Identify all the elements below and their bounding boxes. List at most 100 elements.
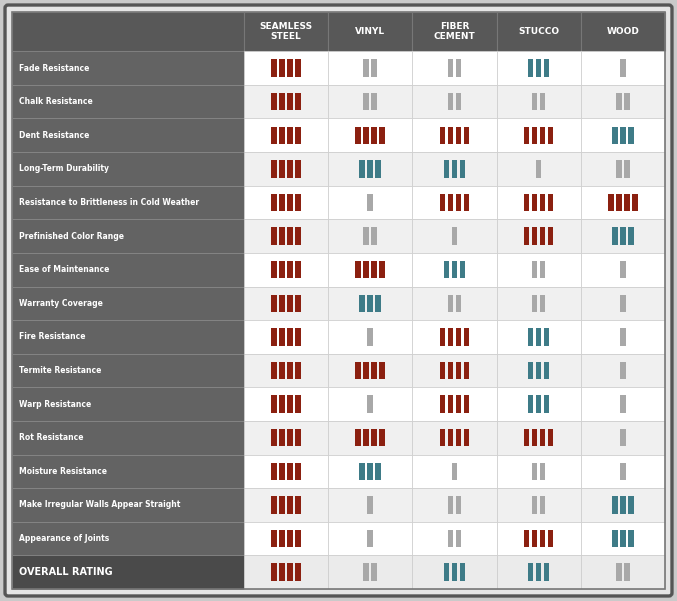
Bar: [368, 463, 373, 480]
Bar: [581, 51, 665, 85]
Text: VINYL: VINYL: [355, 27, 385, 36]
Bar: [328, 454, 412, 488]
Bar: [12, 522, 244, 555]
Bar: [620, 328, 626, 346]
Bar: [464, 194, 469, 211]
Bar: [12, 51, 244, 85]
Bar: [328, 387, 412, 421]
Bar: [279, 395, 285, 413]
Text: FIBER
CEMENT: FIBER CEMENT: [433, 22, 475, 41]
Bar: [581, 354, 665, 387]
Text: Resistance to Brittleness in Cold Weather: Resistance to Brittleness in Cold Weathe…: [19, 198, 199, 207]
Bar: [295, 127, 301, 144]
Bar: [279, 59, 285, 77]
Bar: [271, 227, 277, 245]
Bar: [295, 160, 301, 178]
Bar: [372, 429, 377, 447]
Bar: [456, 93, 461, 111]
Bar: [581, 118, 665, 152]
Text: Make Irregular Walls Appear Straight: Make Irregular Walls Appear Straight: [19, 501, 180, 510]
Bar: [271, 395, 277, 413]
Bar: [496, 387, 581, 421]
Bar: [452, 564, 457, 581]
Bar: [456, 127, 461, 144]
Bar: [612, 227, 617, 245]
Bar: [532, 530, 538, 548]
Bar: [271, 564, 277, 581]
Bar: [456, 362, 461, 379]
Text: SEAMLESS
STEEL: SEAMLESS STEEL: [259, 22, 313, 41]
Bar: [464, 127, 469, 144]
Bar: [279, 227, 285, 245]
Bar: [359, 463, 365, 480]
Bar: [496, 287, 581, 320]
Bar: [443, 564, 449, 581]
Bar: [452, 261, 457, 278]
Bar: [244, 522, 328, 555]
Bar: [279, 530, 285, 548]
Bar: [372, 93, 377, 111]
Bar: [496, 354, 581, 387]
Bar: [447, 362, 453, 379]
Bar: [536, 564, 542, 581]
Bar: [271, 530, 277, 548]
Bar: [12, 488, 244, 522]
Bar: [439, 328, 445, 346]
Bar: [12, 287, 244, 320]
Bar: [620, 395, 626, 413]
Bar: [372, 362, 377, 379]
Bar: [540, 530, 546, 548]
Bar: [271, 160, 277, 178]
Bar: [295, 328, 301, 346]
Bar: [464, 362, 469, 379]
Bar: [12, 118, 244, 152]
Bar: [328, 354, 412, 387]
Bar: [244, 219, 328, 253]
Bar: [412, 152, 496, 186]
Bar: [536, 362, 542, 379]
Bar: [295, 93, 301, 111]
Bar: [581, 387, 665, 421]
Bar: [372, 227, 377, 245]
Bar: [412, 354, 496, 387]
Bar: [544, 328, 550, 346]
Bar: [540, 194, 546, 211]
Bar: [12, 253, 244, 287]
Bar: [12, 555, 244, 589]
Bar: [624, 160, 630, 178]
Bar: [608, 194, 613, 211]
Bar: [328, 51, 412, 85]
Bar: [532, 261, 538, 278]
Bar: [612, 496, 617, 514]
Bar: [244, 287, 328, 320]
Bar: [295, 463, 301, 480]
Bar: [368, 395, 373, 413]
Bar: [620, 59, 626, 77]
Bar: [271, 127, 277, 144]
Bar: [581, 287, 665, 320]
Bar: [496, 12, 581, 51]
Bar: [581, 152, 665, 186]
Bar: [279, 362, 285, 379]
Bar: [12, 12, 244, 51]
Bar: [359, 160, 365, 178]
Bar: [379, 261, 385, 278]
Bar: [295, 429, 301, 447]
Bar: [456, 395, 461, 413]
Bar: [532, 227, 538, 245]
Bar: [452, 463, 457, 480]
Bar: [628, 530, 634, 548]
Bar: [368, 328, 373, 346]
Bar: [532, 294, 538, 312]
Bar: [632, 194, 638, 211]
Bar: [12, 387, 244, 421]
Bar: [328, 219, 412, 253]
Bar: [244, 354, 328, 387]
Text: STUCCO: STUCCO: [518, 27, 559, 36]
Bar: [279, 160, 285, 178]
Bar: [244, 488, 328, 522]
Bar: [368, 530, 373, 548]
Bar: [464, 395, 469, 413]
FancyBboxPatch shape: [5, 5, 672, 596]
Bar: [412, 186, 496, 219]
